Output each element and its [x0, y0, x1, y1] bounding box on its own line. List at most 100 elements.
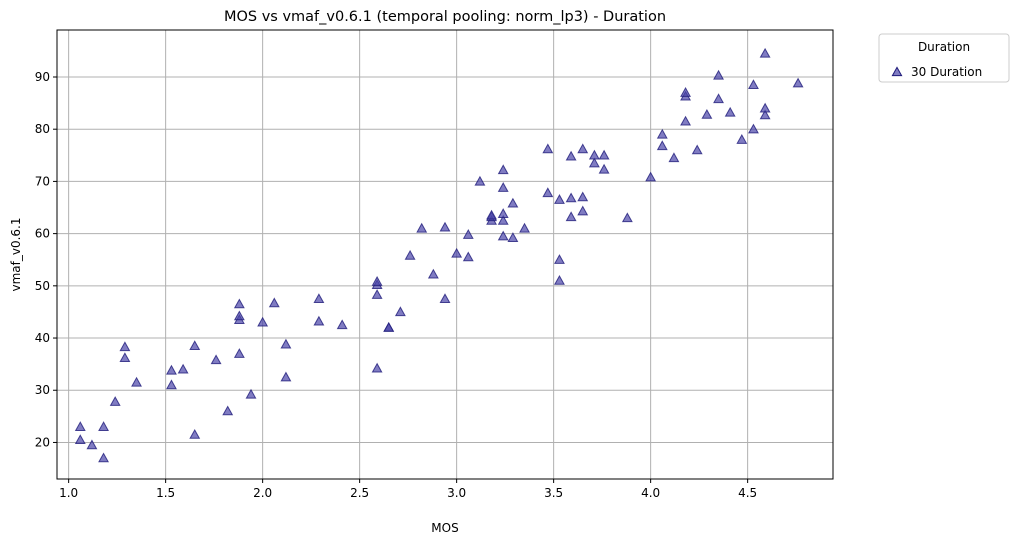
data-point — [542, 143, 554, 154]
data-point — [74, 421, 86, 431]
data-point — [598, 149, 610, 160]
data-point — [189, 340, 201, 351]
data-point — [222, 405, 234, 416]
data-point — [177, 363, 189, 374]
data-point — [371, 276, 383, 286]
data-point — [497, 230, 509, 241]
y-tick-label: 60 — [35, 227, 50, 241]
data-point — [394, 306, 406, 317]
data-point — [439, 293, 451, 304]
x-tick-label: 4.5 — [738, 486, 757, 500]
data-point — [233, 348, 245, 358]
data-point — [554, 194, 565, 204]
y-tick-label: 70 — [35, 174, 50, 188]
data-point — [565, 150, 577, 161]
data-point — [166, 379, 177, 390]
data-point — [416, 222, 428, 233]
data-point — [462, 251, 474, 262]
data-point — [233, 298, 245, 309]
data-point — [588, 149, 600, 160]
data-point — [565, 192, 577, 203]
data-point — [210, 354, 222, 365]
axis-ticks: 1.0 1.5 2.0 2.5 3.0 3.5 4.0 4.5 20 30 40 50 60 70 80 90 — [35, 70, 757, 500]
data-point — [119, 341, 131, 352]
data-point — [98, 452, 110, 463]
legend: Duration 30 Duration — [878, 33, 1010, 83]
x-tick-label: 2.5 — [350, 486, 369, 500]
data-points — [74, 47, 804, 463]
data-point — [313, 293, 325, 304]
y-tick-label: 50 — [35, 279, 50, 293]
x-tick-label: 3.5 — [544, 486, 563, 500]
data-point — [280, 371, 292, 382]
data-point — [759, 47, 771, 58]
data-point — [724, 106, 736, 117]
data-point — [497, 164, 509, 175]
data-point — [233, 310, 245, 321]
data-point — [497, 182, 509, 192]
data-point — [497, 214, 509, 225]
y-tick-label: 20 — [35, 435, 50, 449]
data-point — [748, 79, 759, 89]
data-point — [119, 352, 131, 363]
data-point — [336, 319, 348, 330]
data-point — [427, 268, 439, 279]
y-axis-label: vmaf_v0.6.1 — [9, 217, 23, 291]
x-tick-label: 3.0 — [447, 486, 466, 500]
data-point — [542, 187, 554, 198]
data-point — [701, 108, 713, 119]
y-tick-label: 40 — [35, 331, 50, 345]
data-point — [189, 428, 201, 439]
data-point — [131, 376, 142, 387]
y-tick-label: 30 — [35, 383, 50, 397]
data-point — [245, 388, 257, 399]
data-point — [691, 144, 703, 155]
data-point — [98, 421, 110, 431]
data-point — [371, 362, 383, 373]
x-tick-label: 2.0 — [253, 486, 272, 500]
data-point — [451, 247, 463, 258]
data-point — [313, 315, 325, 326]
chart-title: MOS vs vmaf_v0.6.1 (temporal pooling: no… — [224, 9, 666, 25]
data-point — [713, 93, 724, 104]
legend-title: Duration — [918, 40, 970, 54]
x-axis-label: MOS — [431, 521, 458, 535]
data-point — [577, 143, 589, 154]
data-point — [668, 152, 680, 163]
data-point — [656, 140, 668, 151]
data-point — [507, 197, 519, 208]
data-point — [486, 209, 498, 220]
data-point — [257, 316, 269, 327]
data-point — [166, 364, 177, 375]
data-point — [577, 205, 589, 216]
data-point — [645, 171, 657, 182]
data-point — [519, 222, 530, 233]
data-point — [474, 175, 486, 186]
data-point — [680, 115, 692, 126]
y-tick-label: 80 — [35, 122, 50, 136]
data-point — [86, 439, 98, 450]
data-point — [759, 109, 771, 120]
legend-box — [878, 33, 1010, 83]
data-point — [383, 321, 395, 332]
data-point — [713, 69, 724, 80]
x-tick-label: 1.5 — [156, 486, 175, 500]
data-point — [577, 191, 589, 202]
data-point — [736, 134, 748, 144]
data-point — [404, 249, 416, 260]
data-point — [371, 289, 383, 299]
data-point — [792, 77, 804, 88]
data-point — [74, 434, 86, 445]
data-point — [565, 211, 577, 222]
data-point — [280, 338, 292, 349]
x-tick-label: 4.0 — [641, 486, 660, 500]
data-point — [497, 208, 509, 218]
data-point — [554, 274, 565, 285]
data-point — [680, 87, 692, 97]
legend-marker-icon — [891, 66, 903, 77]
data-point — [621, 212, 633, 223]
plot-frame — [56, 29, 834, 480]
data-point — [748, 123, 759, 134]
data-point — [554, 254, 565, 264]
data-point — [268, 297, 280, 308]
